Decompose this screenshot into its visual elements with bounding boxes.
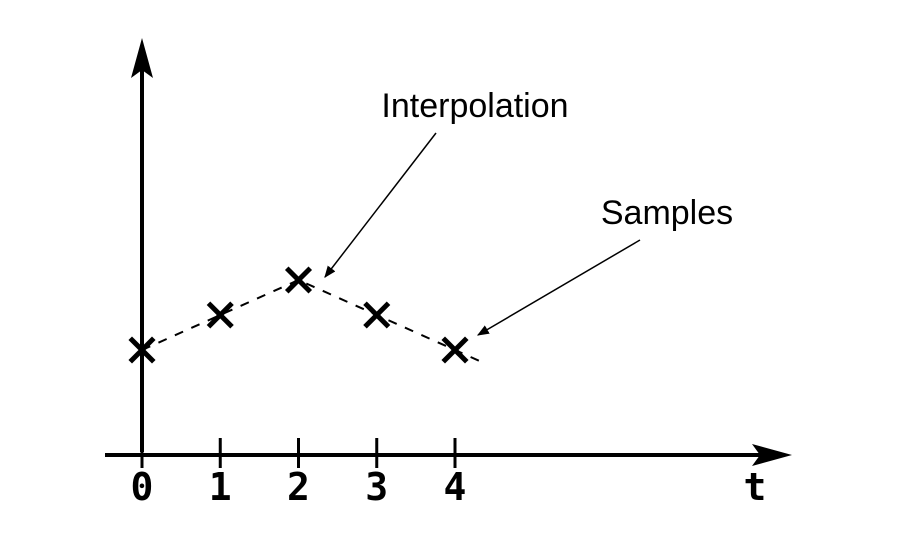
sample-marker-stroke — [441, 336, 469, 364]
x-tick-label: 4 — [444, 465, 467, 509]
sample-point — [284, 266, 313, 294]
x-tick-label: 3 — [365, 465, 388, 509]
x-tick-label: 2 — [287, 465, 310, 509]
x-axis-label: t — [744, 465, 767, 509]
sample-marker-stroke — [128, 336, 156, 364]
sample-marker-stroke — [206, 301, 234, 329]
sample-point — [128, 336, 156, 364]
samples-label: Samples — [601, 194, 733, 232]
samples-callout: Samples — [476, 194, 733, 336]
sample-marker-stroke — [284, 266, 313, 294]
x-axis-arrowhead — [752, 444, 792, 466]
sample-markers — [128, 266, 469, 364]
sample-point — [206, 301, 234, 329]
x-ticks: 0 1 2 3 4 — [131, 438, 467, 509]
interpolation-pointer — [324, 132, 437, 278]
sample-point — [363, 301, 391, 329]
y-axis-arrowhead — [131, 38, 153, 78]
sample-marker-stroke — [363, 301, 391, 329]
sample-point — [441, 336, 469, 364]
samples-pointer — [476, 239, 641, 336]
x-tick-label: 1 — [209, 465, 232, 509]
x-tick-label: 0 — [131, 465, 154, 509]
interpolation-label: Interpolation — [381, 87, 568, 125]
interpolation-callout: Interpolation — [324, 87, 569, 278]
axes — [105, 38, 792, 466]
interpolation-line — [141, 278, 483, 364]
